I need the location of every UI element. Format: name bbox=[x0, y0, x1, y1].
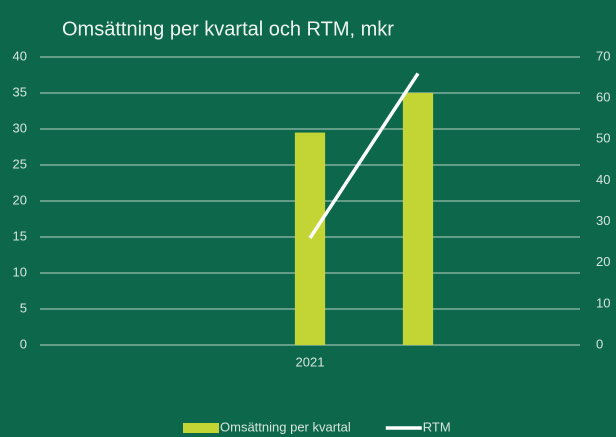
y2-tick-label: 70 bbox=[596, 48, 610, 63]
y-tick-label: 15 bbox=[13, 228, 27, 243]
y2-tick-label: 30 bbox=[596, 213, 610, 228]
y-tick-label: 20 bbox=[13, 192, 27, 207]
y-tick-label: 25 bbox=[13, 156, 27, 171]
x-tick-label: 2021 bbox=[296, 354, 325, 369]
legend-label: Omsättning per kvartal bbox=[220, 419, 351, 434]
bar bbox=[402, 93, 434, 345]
legend-swatch bbox=[183, 423, 219, 433]
y2-tick-label: 50 bbox=[596, 131, 610, 146]
y-tick-label: 5 bbox=[20, 300, 27, 315]
y2-tick-label: 40 bbox=[596, 172, 610, 187]
y-tick-label: 0 bbox=[20, 336, 27, 351]
chart-title: Omsättning per kvartal och RTM, mkr bbox=[62, 18, 394, 40]
bar bbox=[294, 132, 326, 345]
line bbox=[308, 72, 420, 239]
y2-tick-label: 20 bbox=[596, 254, 610, 269]
y-tick-label: 40 bbox=[13, 48, 27, 63]
y2-tick-label: 10 bbox=[596, 295, 610, 310]
legend-label: RTM bbox=[423, 419, 451, 434]
y2-tick-label: 0 bbox=[596, 336, 603, 351]
y-tick-label: 35 bbox=[13, 84, 27, 99]
y2-tick-label: 60 bbox=[596, 90, 610, 105]
y-tick-label: 30 bbox=[13, 120, 27, 135]
y-tick-label: 10 bbox=[13, 264, 27, 279]
